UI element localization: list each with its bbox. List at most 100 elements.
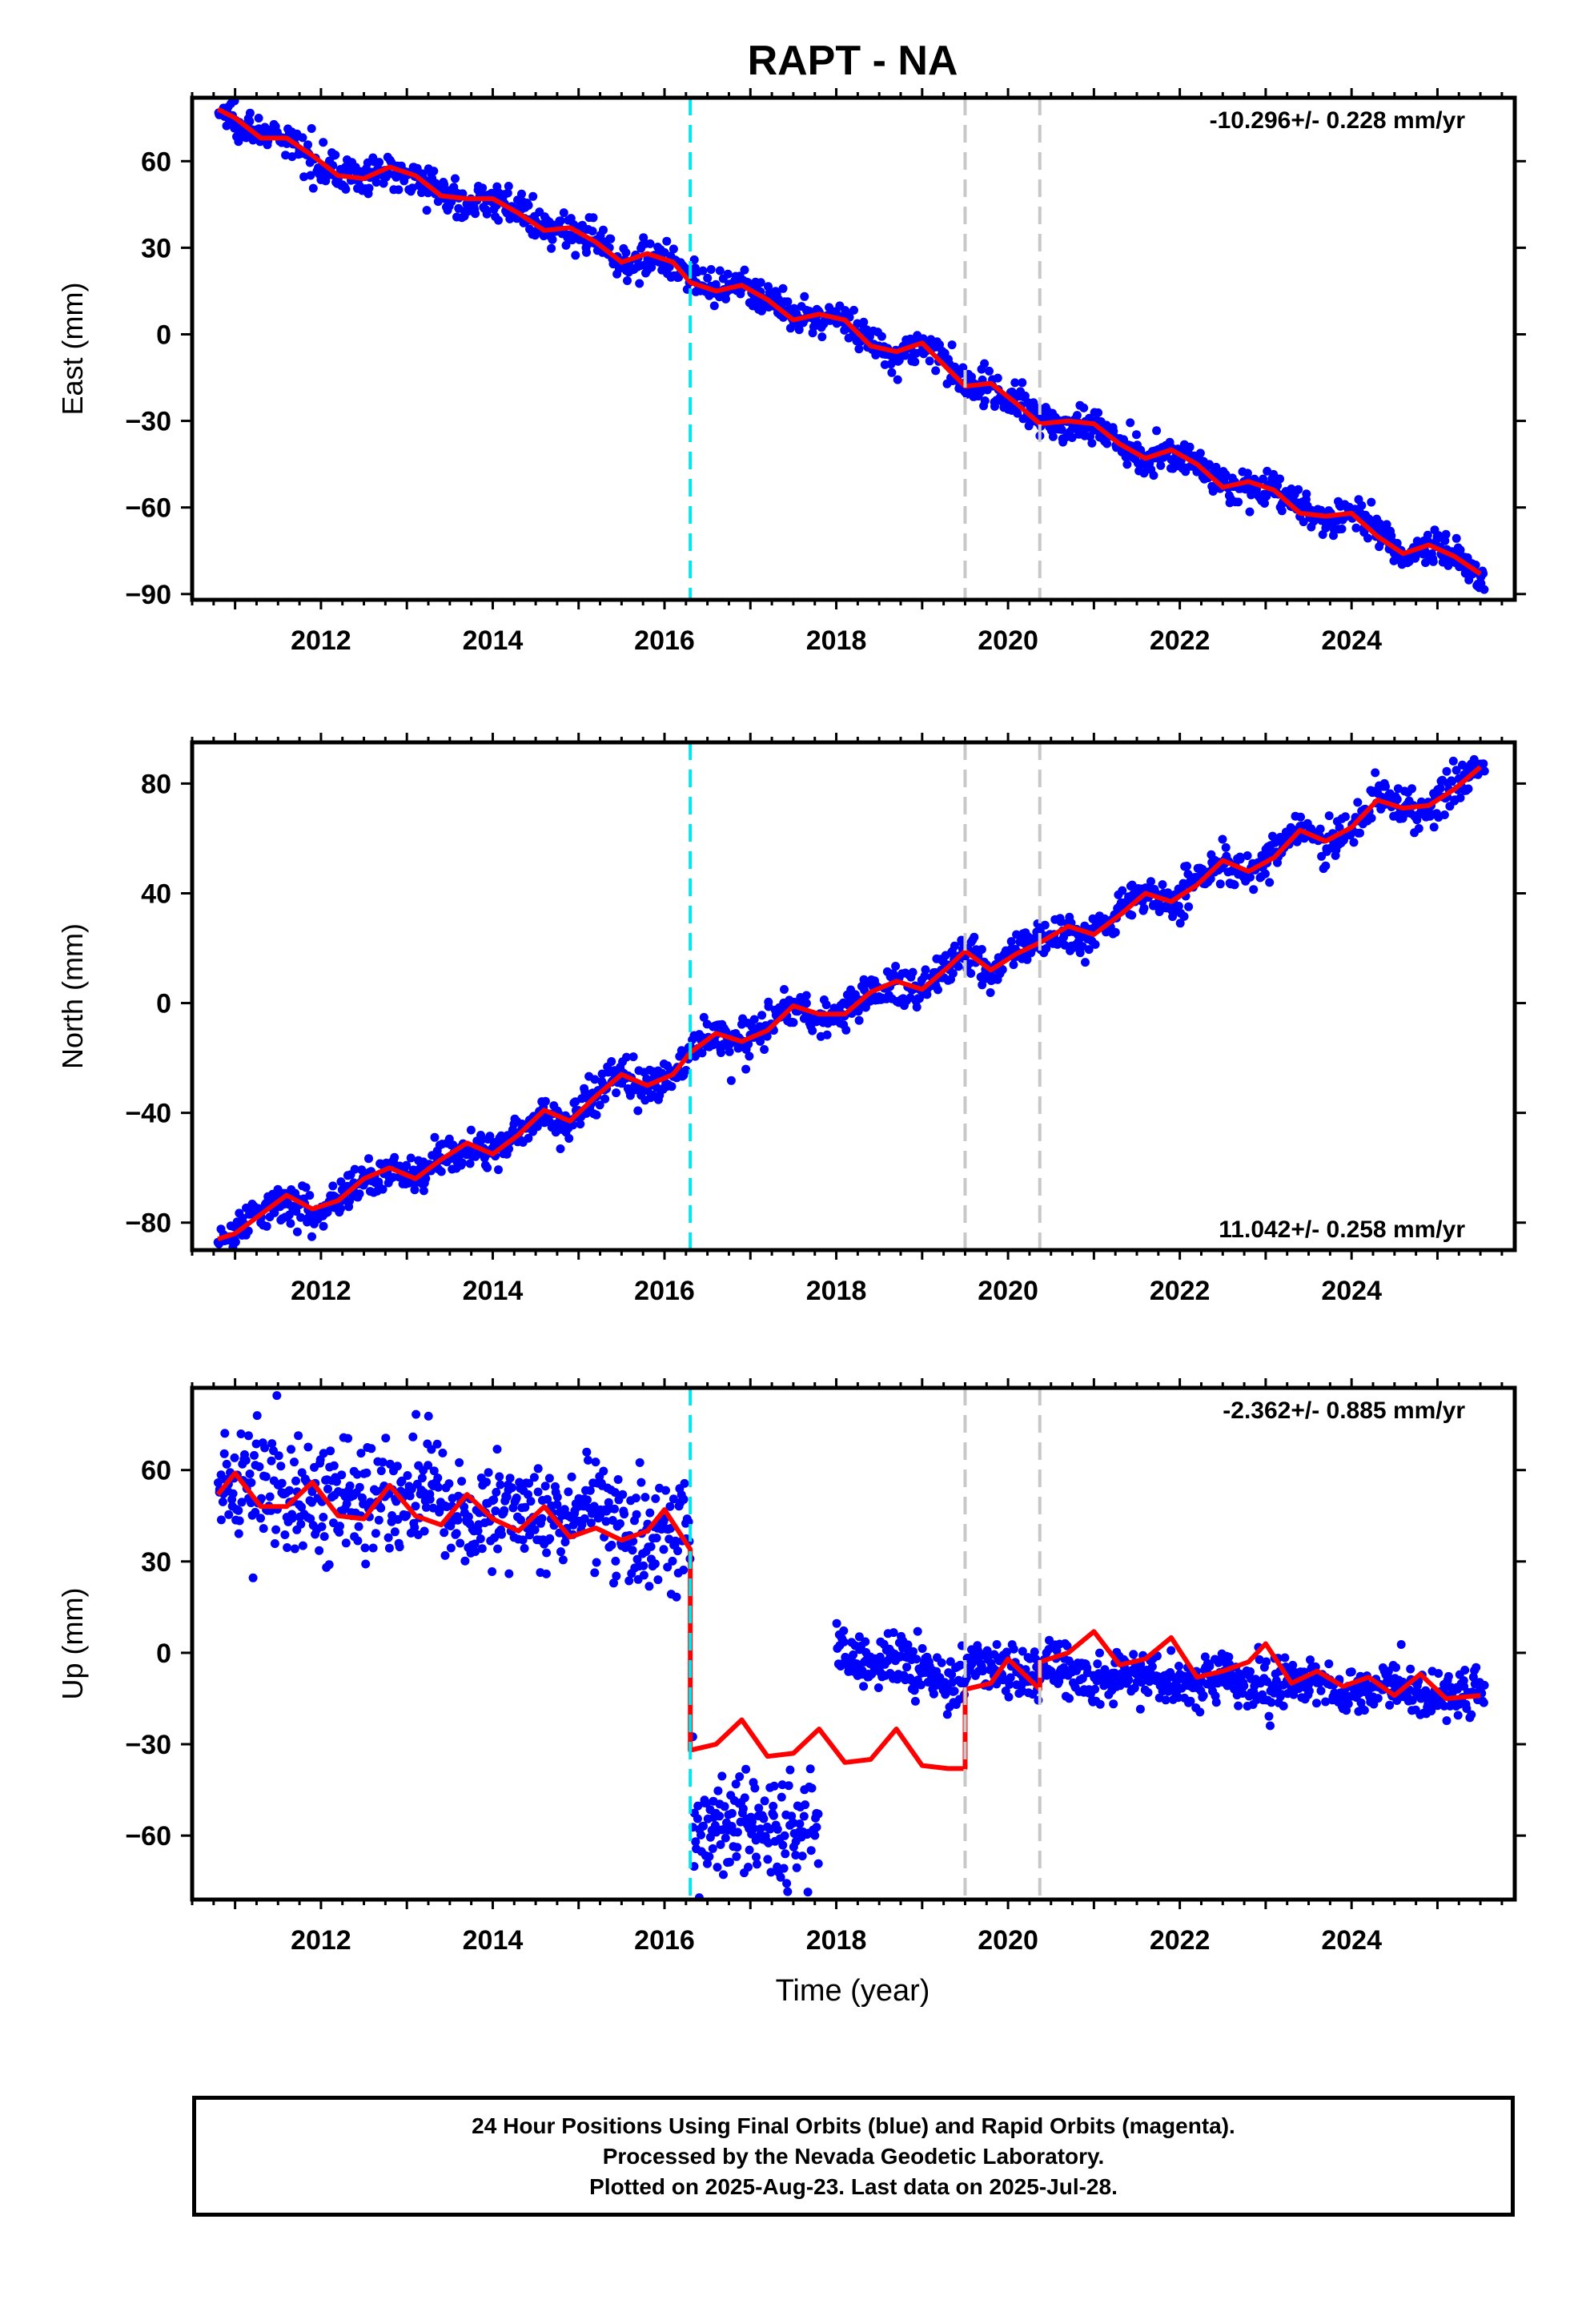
observation-point bbox=[781, 1849, 790, 1859]
observation-point bbox=[323, 1484, 332, 1494]
observation-point bbox=[1316, 1686, 1326, 1695]
observation-point bbox=[1179, 911, 1189, 921]
observation-point bbox=[378, 1458, 387, 1467]
observation-point bbox=[1312, 1699, 1321, 1708]
plot-area bbox=[213, 742, 1489, 1250]
observation-point bbox=[1040, 920, 1050, 930]
observation-point bbox=[1057, 424, 1066, 434]
observation-point bbox=[343, 1433, 353, 1443]
observation-point bbox=[849, 305, 858, 315]
observation-point bbox=[533, 1487, 543, 1497]
observation-point bbox=[1288, 1660, 1298, 1670]
observation-point bbox=[588, 213, 598, 223]
x-tick-label: 2018 bbox=[806, 625, 867, 656]
observation-point bbox=[556, 1144, 565, 1153]
observation-point bbox=[303, 140, 312, 150]
observation-point bbox=[669, 1494, 678, 1504]
observation-point bbox=[276, 1462, 286, 1471]
observation-point bbox=[966, 969, 976, 978]
observation-point bbox=[639, 1570, 648, 1580]
observation-point bbox=[732, 1852, 741, 1861]
observation-point bbox=[705, 1832, 715, 1842]
observation-point bbox=[1127, 911, 1137, 920]
y-tick-label: 80 bbox=[141, 769, 171, 799]
observation-point bbox=[277, 1478, 287, 1488]
observation-point bbox=[681, 1066, 691, 1075]
observation-point bbox=[1221, 470, 1231, 480]
observation-point bbox=[493, 1544, 503, 1554]
observation-point bbox=[1174, 1662, 1183, 1671]
observation-point bbox=[910, 1696, 920, 1706]
observation-point bbox=[296, 1212, 306, 1222]
observation-point bbox=[769, 1811, 778, 1820]
observation-point bbox=[1382, 520, 1391, 529]
observation-point bbox=[403, 1471, 412, 1480]
observation-point bbox=[912, 1655, 921, 1664]
observation-point bbox=[1472, 1663, 1481, 1672]
observation-point bbox=[559, 208, 568, 218]
observation-point bbox=[567, 1472, 576, 1482]
observation-point bbox=[1010, 378, 1020, 388]
observation-point bbox=[893, 375, 902, 384]
observation-point bbox=[612, 1571, 621, 1581]
observation-point bbox=[491, 1506, 500, 1516]
observation-point bbox=[503, 188, 512, 198]
observation-point bbox=[710, 1821, 720, 1830]
observation-point bbox=[776, 1872, 785, 1882]
observation-point bbox=[756, 1824, 765, 1834]
observation-point bbox=[628, 1052, 638, 1062]
observation-point bbox=[1428, 557, 1438, 566]
observation-point bbox=[887, 368, 897, 377]
observation-point bbox=[364, 1154, 373, 1164]
observation-point bbox=[754, 1803, 764, 1813]
observation-point bbox=[934, 985, 942, 995]
observation-point bbox=[592, 1110, 601, 1120]
observation-point bbox=[390, 1527, 400, 1537]
observation-point bbox=[622, 1052, 631, 1062]
observation-point bbox=[224, 1510, 234, 1519]
observation-point bbox=[738, 1804, 748, 1813]
observation-point bbox=[647, 263, 656, 272]
observation-point bbox=[228, 1489, 238, 1498]
observation-point bbox=[1479, 1698, 1488, 1707]
observation-point bbox=[726, 1076, 736, 1085]
observation-point bbox=[392, 1462, 402, 1471]
observation-point bbox=[494, 215, 503, 225]
observation-point bbox=[1146, 877, 1155, 887]
observation-point bbox=[1224, 1652, 1234, 1662]
observation-point bbox=[488, 1567, 497, 1576]
observation-point bbox=[307, 1487, 317, 1497]
observation-point bbox=[270, 1208, 279, 1217]
y-tick-label: 0 bbox=[156, 320, 171, 350]
observation-point bbox=[1407, 1695, 1417, 1705]
observation-point bbox=[274, 1451, 283, 1461]
observation-point bbox=[410, 1522, 420, 1532]
plot-area bbox=[214, 98, 1489, 600]
footer-caption-box: 24 Hour Positions Using Final Orbits (bl… bbox=[192, 2096, 1515, 2217]
observation-point bbox=[455, 1458, 464, 1467]
observation-point bbox=[759, 1814, 769, 1823]
observation-point bbox=[946, 1657, 955, 1667]
observation-point bbox=[319, 1449, 328, 1458]
observation-point bbox=[756, 278, 765, 287]
observation-point bbox=[582, 1447, 592, 1457]
observation-point bbox=[632, 1510, 641, 1519]
observation-point bbox=[813, 1809, 823, 1819]
observation-point bbox=[218, 1497, 227, 1506]
observation-point bbox=[621, 248, 631, 257]
observation-point bbox=[680, 1478, 689, 1488]
observation-point bbox=[698, 266, 708, 275]
observation-point bbox=[757, 1011, 767, 1020]
observation-point bbox=[1090, 939, 1100, 949]
observation-point bbox=[1178, 879, 1188, 888]
observation-point bbox=[265, 1492, 275, 1502]
observation-point bbox=[873, 1683, 883, 1692]
observation-point bbox=[261, 1472, 271, 1482]
observation-point bbox=[1230, 880, 1239, 890]
observation-point bbox=[993, 373, 1002, 383]
observation-point bbox=[721, 294, 730, 304]
observation-point bbox=[992, 1640, 1002, 1649]
observation-point bbox=[526, 1497, 536, 1506]
observation-point bbox=[841, 1025, 851, 1035]
observation-point bbox=[1072, 411, 1082, 420]
